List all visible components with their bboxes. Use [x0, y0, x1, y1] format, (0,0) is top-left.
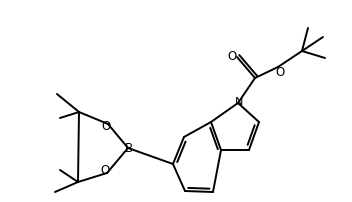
Text: O: O [100, 164, 109, 178]
Text: O: O [227, 49, 237, 62]
Text: N: N [235, 97, 243, 107]
Text: O: O [275, 65, 285, 79]
Text: B: B [125, 142, 133, 156]
Text: O: O [101, 120, 111, 133]
